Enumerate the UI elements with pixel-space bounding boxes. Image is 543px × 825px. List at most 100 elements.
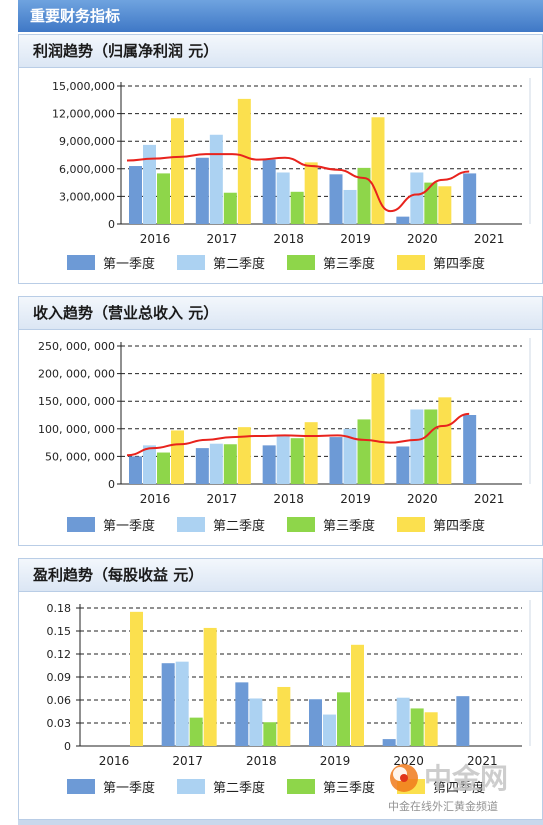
bar-2020-q2: [410, 172, 424, 224]
bar-2021-q1: [463, 173, 477, 224]
bar-2020-q3: [410, 708, 424, 746]
bar-2017-q4: [237, 98, 251, 224]
bar-2017-q2: [175, 661, 189, 746]
profit-trend-panel: 利润趋势（归属净利润 元） 15,000,000 12,000,000 9,000,…: [18, 34, 543, 284]
revenue-trend-chart: 250, 000, 000 200, 000, 000 150, 000, 000 1…: [38, 338, 531, 534]
bar-2019-q2: [343, 428, 357, 484]
legend-label-q2: 第二季度: [213, 256, 265, 272]
bar-2021-q1: [463, 415, 477, 484]
y-tick-label: 3,000,000: [59, 190, 115, 203]
y-tick-label: 9,000,000: [59, 135, 115, 148]
x-tick-label: 2021: [474, 232, 505, 246]
legend-label-q2: 第二季度: [213, 780, 265, 796]
x-tick-label: 2018: [246, 754, 277, 768]
bar-2018-q2: [276, 172, 290, 224]
x-tick-label: 2021: [474, 492, 505, 506]
bar-2018-q2: [249, 698, 263, 746]
eps-trend-title: 盈利趋势（每股收益 元）: [19, 559, 542, 592]
legend-swatch-q3: [287, 255, 315, 270]
legend-swatch-q4: [397, 255, 425, 270]
x-tick-label: 2018: [273, 232, 304, 246]
bar-2020-q1: [382, 739, 396, 746]
bar-2020-q4: [424, 712, 438, 746]
bar-2020-q1: [396, 216, 410, 224]
x-tick-label: 2019: [340, 492, 371, 506]
x-tick-label: 2019: [340, 232, 371, 246]
bar-2017-q3: [223, 192, 237, 224]
x-tick-label: 2016: [140, 492, 171, 506]
bar-2020-q4: [438, 186, 452, 224]
bar-2019-q1: [329, 174, 343, 224]
revenue-trend-panel: 收入趋势（营业总收入 元） 250, 000, 000 200, 000, 000…: [18, 296, 543, 546]
bar-2020-q1: [396, 446, 410, 484]
bar-2016-q2: [143, 445, 156, 484]
y-tick-label: 200, 000, 000: [38, 368, 115, 381]
y-tick-label: 0: [108, 478, 115, 491]
legend-swatch-q2: [177, 517, 205, 532]
revenue-trend-title: 收入趋势（营业总收入 元）: [19, 297, 542, 330]
bar-2016-q3: [157, 173, 170, 224]
eps-trend-panel: 盈利趋势（每股收益 元） 0.18 0.15 0.12 0.09 0.06 0.03 0 20…: [18, 558, 543, 820]
bar-2018-q3: [290, 438, 304, 484]
bar-2017-q1: [195, 448, 209, 484]
bar-2020-q3: [424, 409, 438, 484]
bar-2018-q4: [304, 422, 318, 484]
y-tick-label: 15,000,000: [52, 80, 115, 93]
y-tick-label: 100, 000, 000: [38, 423, 115, 436]
trend-line: [126, 412, 470, 457]
y-tick-label: 250, 000, 000: [38, 340, 115, 353]
legend-label-q4: 第四季度: [433, 780, 485, 796]
bar-2017-q4: [203, 627, 217, 746]
bar-2020-q3: [424, 182, 438, 224]
y-tick-label: 50, 000, 000: [45, 450, 115, 463]
bar-2019-q4: [351, 644, 364, 746]
watermark-tagline: 中金在线外汇黄金频道: [388, 799, 498, 813]
bar-2017-q1: [195, 157, 209, 224]
legend-label-q3: 第三季度: [323, 518, 375, 534]
legend-swatch-q1: [67, 517, 95, 532]
profit-trend-title: 利润趋势（归属净利润 元）: [19, 35, 542, 68]
y-tick-label: 150, 000, 000: [38, 395, 115, 408]
y-tick-label: 0.18: [47, 602, 72, 615]
bar-2020-q4: [438, 397, 452, 484]
bar-2021-q1: [456, 696, 470, 746]
x-tick-label: 2018: [273, 492, 304, 506]
trend-line: [126, 153, 470, 213]
y-tick-label: 0.06: [47, 694, 72, 707]
bar-2018-q3: [290, 191, 304, 224]
legend-label-q3: 第三季度: [323, 780, 375, 796]
bar-2019-q2: [343, 189, 357, 224]
profit-trend-chart: 15,000,000 12,000,000 9,000,000 6,000,000 3,…: [52, 78, 531, 272]
legend-label-q1: 第一季度: [103, 780, 155, 796]
bar-2019-q3: [337, 692, 350, 746]
bar-2018-q2: [276, 435, 290, 484]
y-tick-label: 0: [64, 740, 71, 753]
x-tick-label: 2016: [99, 754, 130, 768]
legend-swatch-q1: [67, 779, 95, 794]
x-tick-label: 2016: [140, 232, 171, 246]
x-tick-label: 2020: [407, 232, 438, 246]
y-tick-label: 12,000,000: [52, 108, 115, 121]
bar-2017-q1: [161, 663, 175, 746]
legend-swatch-q3: [287, 779, 315, 794]
bar-2016-q4: [171, 430, 184, 484]
legend-swatch-q1: [67, 255, 95, 270]
section-header: 重要财务指标: [18, 0, 543, 32]
bar-2016-q4: [171, 118, 184, 224]
y-tick-label: 6,000,000: [59, 163, 115, 176]
bar-2018-q3: [263, 722, 277, 746]
legend-swatch-q2: [177, 779, 205, 794]
y-tick-label: 0: [108, 218, 115, 231]
bar-2017-q4: [237, 427, 251, 484]
bar-2017-q3: [189, 717, 203, 746]
x-tick-label: 2017: [207, 492, 238, 506]
legend-label-q1: 第一季度: [103, 518, 155, 534]
legend-label-q2: 第二季度: [213, 518, 265, 534]
bar-2018-q1: [262, 445, 276, 484]
bar-2019-q3: [357, 419, 371, 484]
x-tick-label: 2021: [467, 754, 498, 768]
bar-2016-q1: [129, 166, 142, 224]
zhongjin-logo: 中金网 中金在线外汇黄金频道: [388, 762, 508, 813]
y-tick-label: 0.12: [47, 648, 72, 661]
bar-2020-q2: [396, 697, 410, 746]
